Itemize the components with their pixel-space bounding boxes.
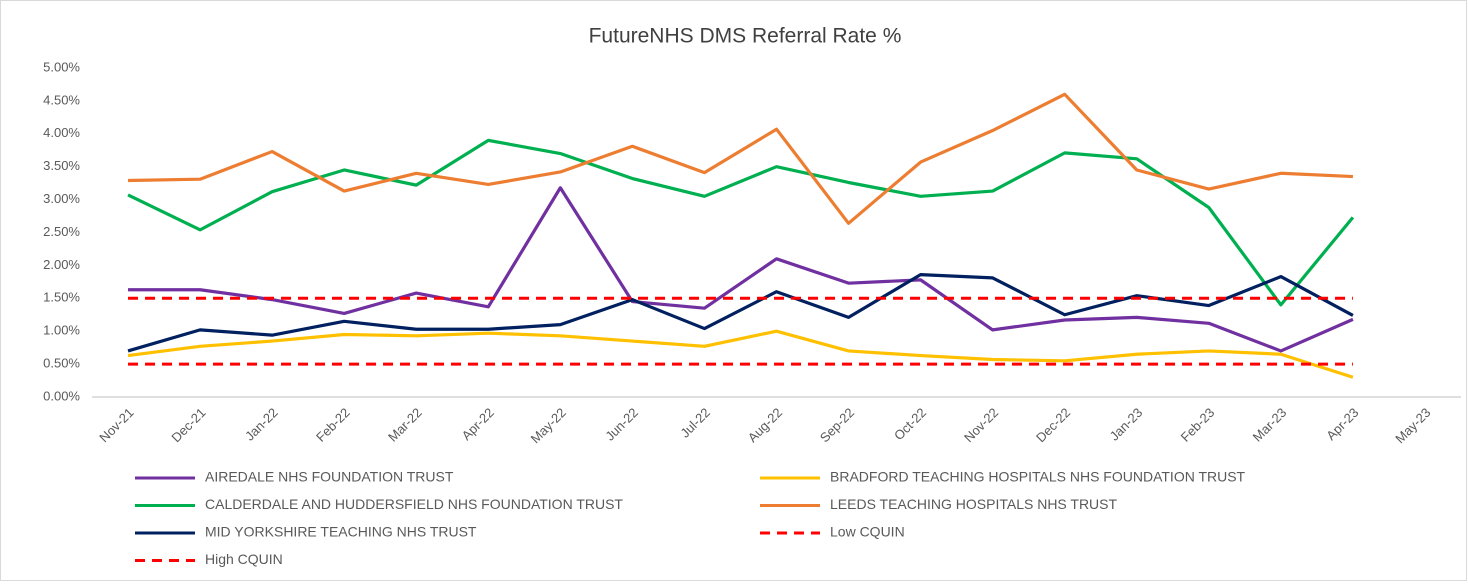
- y-tick-label: 2.00%: [43, 257, 80, 272]
- series-line: [127, 138, 1355, 307]
- series-line: [127, 329, 1354, 379]
- legend-label: AIREDALE NHS FOUNDATION TRUST: [205, 469, 454, 485]
- y-tick-label: 0.50%: [43, 356, 80, 371]
- chart-title: FutureNHS DMS Referral Rate %: [589, 25, 902, 48]
- legend-label: BRADFORD TEACHING HOSPITALS NHS FOUNDATI…: [830, 469, 1246, 485]
- legend-label: LEEDS TEACHING HOSPITALS NHS TRUST: [830, 496, 1118, 512]
- y-tick-label: 3.50%: [43, 158, 80, 173]
- legend-label: MID YORKSHIRE TEACHING NHS TRUST: [205, 524, 477, 540]
- series-line: [127, 92, 1353, 225]
- y-tick-label: 1.50%: [43, 290, 80, 305]
- legend-label: CALDERDALE AND HUDDERSFIELD NHS FOUNDATI…: [205, 496, 623, 512]
- y-tick-label: 4.50%: [43, 92, 80, 107]
- y-tick-label: 3.00%: [43, 191, 80, 206]
- y-tick-label: 1.00%: [43, 323, 80, 338]
- y-tick-label: 5.00%: [43, 59, 80, 74]
- y-tick-label: 0.00%: [43, 388, 80, 403]
- y-tick-label: 2.50%: [43, 224, 80, 239]
- series-line: [128, 186, 1354, 353]
- y-tick-label: 4.00%: [43, 125, 80, 140]
- legend-label: High CQUIN: [205, 551, 283, 567]
- legend-label: Low CQUIN: [830, 524, 905, 540]
